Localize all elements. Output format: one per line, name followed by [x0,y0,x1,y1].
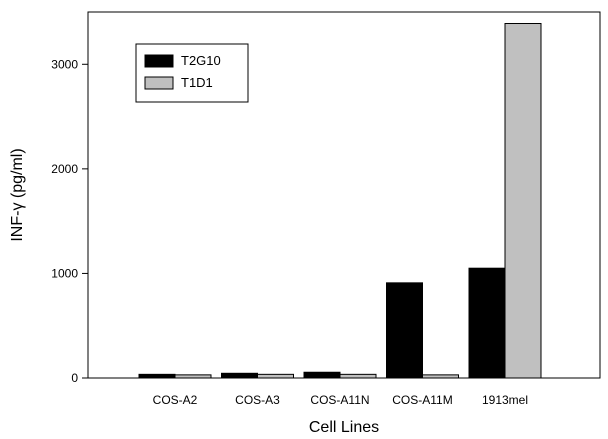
x-tick-label: 1913mel [482,393,528,407]
bar-t2g10-cos-a11m [386,282,423,379]
x-tick-label: COS-A2 [153,393,198,407]
bar-marks [138,23,542,379]
bar-t2g10-cos-a3 [221,372,258,379]
y-axis-ticks: 0 1000 2000 3000 [51,57,88,385]
bar-t1d1-1913mel [504,23,542,379]
bar-t1d1-cos-a3 [257,373,294,379]
bar-t1d1-cos-a11n [339,373,377,379]
y-tick-label: 0 [71,371,78,385]
legend-swatch-t2g10 [144,54,174,68]
legend-label-t2g10: T2G10 [181,53,221,68]
bar-t1d1-cos-a2 [174,374,212,379]
y-tick-label: 3000 [51,57,78,71]
x-tick-label: COS-A3 [235,393,280,407]
y-tick-label: 1000 [51,266,78,280]
bar-t2g10-cos-a11n [303,371,341,379]
y-tick-label: 2000 [51,162,78,176]
x-axis-title: Cell Lines [309,419,379,436]
y-axis-title: INF-γ (pg/ml) [9,148,26,241]
bar-t1d1-cos-a11m [422,374,459,379]
legend-box [135,43,249,103]
x-tick-label: COS-A11N [310,393,369,407]
bar-t2g10-cos-a2 [138,373,176,379]
legend-label-t1d1: T1D1 [181,75,213,90]
x-axis-tick-labels: COS-A2 COS-A3 COS-A11N COS-A11M 1913mel [153,393,528,407]
legend: T2G10 T1D1 [135,43,249,103]
bar-t2g10-1913mel [468,267,506,379]
legend-swatch-t1d1 [144,76,174,90]
x-tick-label: COS-A11M [392,393,452,407]
